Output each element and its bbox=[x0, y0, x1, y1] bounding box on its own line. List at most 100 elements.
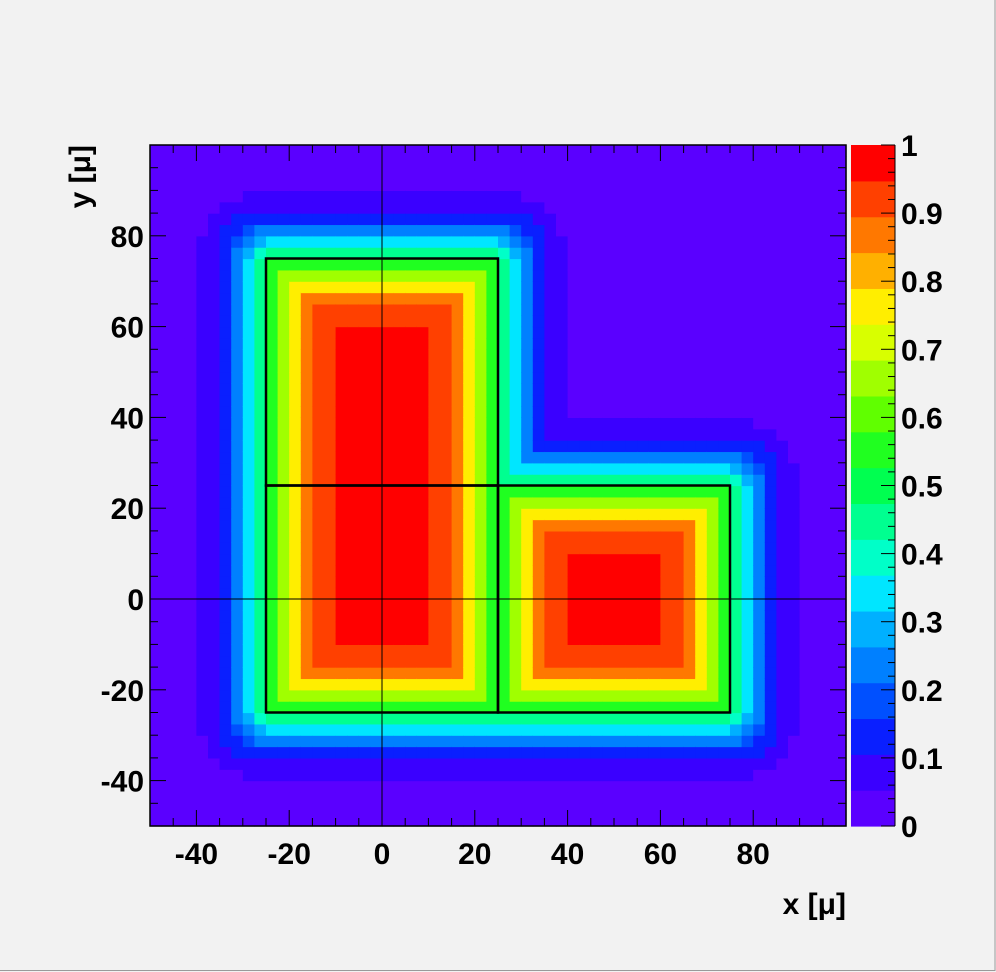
heatmap-cell bbox=[730, 349, 743, 362]
heatmap-cell bbox=[254, 678, 267, 691]
heatmap-cell bbox=[196, 326, 209, 339]
heatmap-cell bbox=[498, 633, 511, 645]
heatmap-cell bbox=[324, 599, 337, 611]
heatmap-cell bbox=[474, 746, 487, 759]
heatmap-cell bbox=[277, 440, 290, 453]
heatmap-cell bbox=[625, 145, 638, 157]
heatmap-cell bbox=[416, 213, 429, 226]
heatmap-cell bbox=[150, 224, 163, 237]
heatmap-cell bbox=[463, 326, 476, 339]
heatmap-cell bbox=[730, 224, 743, 237]
heatmap-cell bbox=[753, 599, 766, 611]
heatmap-cell bbox=[741, 337, 754, 350]
heatmap-cell bbox=[150, 769, 163, 782]
heatmap-cell bbox=[788, 145, 801, 157]
heatmap-cell bbox=[579, 462, 592, 475]
heatmap-cell bbox=[173, 190, 186, 203]
heatmap-cell bbox=[614, 213, 627, 226]
heatmap-cell bbox=[683, 235, 696, 248]
heatmap-cell bbox=[382, 508, 395, 521]
heatmap-cell bbox=[811, 508, 824, 521]
heatmap-cell bbox=[416, 360, 429, 373]
heatmap-cell bbox=[799, 201, 812, 214]
heatmap-cell bbox=[254, 803, 267, 816]
heatmap-cell bbox=[799, 383, 812, 396]
heatmap-cell bbox=[486, 655, 499, 668]
heatmap-cell bbox=[161, 337, 174, 350]
heatmap-cell bbox=[799, 349, 812, 362]
heatmap-cell bbox=[579, 349, 592, 362]
heatmap-cell bbox=[486, 803, 499, 816]
heatmap-cell bbox=[660, 156, 673, 169]
heatmap-cell bbox=[242, 145, 255, 157]
heatmap-cell bbox=[184, 633, 197, 645]
heatmap-cell bbox=[834, 269, 847, 282]
heatmap-cell bbox=[567, 633, 580, 645]
heatmap-cell bbox=[590, 213, 603, 226]
heatmap-cell bbox=[208, 394, 221, 407]
heatmap-cell bbox=[440, 167, 453, 180]
heatmap-cell bbox=[544, 791, 557, 804]
heatmap-cell bbox=[660, 769, 673, 782]
heatmap-cell bbox=[277, 462, 290, 475]
heatmap-cell bbox=[474, 428, 487, 441]
heatmap-cell bbox=[776, 780, 789, 793]
heatmap-cell bbox=[544, 712, 557, 725]
heatmap-cell bbox=[509, 496, 522, 509]
heatmap-cell bbox=[614, 337, 627, 350]
heatmap-cell bbox=[509, 803, 522, 816]
heatmap-cell bbox=[440, 723, 453, 736]
heatmap-cell bbox=[254, 701, 267, 714]
heatmap-cell bbox=[602, 508, 615, 521]
heatmap-cell bbox=[753, 235, 766, 248]
heatmap-cell bbox=[498, 780, 511, 793]
heatmap-cell bbox=[822, 201, 835, 214]
heatmap-cell bbox=[347, 689, 360, 702]
heatmap-cell bbox=[300, 769, 313, 782]
heatmap-cell bbox=[764, 655, 777, 668]
heatmap-cell bbox=[451, 712, 464, 725]
heatmap-cell bbox=[498, 564, 511, 577]
heatmap-cell bbox=[463, 564, 476, 577]
heatmap-cell bbox=[625, 633, 638, 645]
heatmap-cell bbox=[811, 701, 824, 714]
heatmap-cell bbox=[776, 247, 789, 260]
heatmap-cell bbox=[834, 372, 847, 384]
heatmap-cell bbox=[683, 655, 696, 668]
heatmap-cell bbox=[219, 564, 232, 577]
heatmap-cell bbox=[370, 814, 383, 827]
heatmap-cell bbox=[637, 474, 650, 487]
heatmap-cell bbox=[161, 224, 174, 237]
heatmap-cell bbox=[625, 519, 638, 532]
heatmap-cell bbox=[382, 383, 395, 396]
heatmap-cell bbox=[347, 701, 360, 714]
heatmap-cell bbox=[753, 667, 766, 680]
heatmap-cell bbox=[741, 564, 754, 577]
heatmap-cell bbox=[335, 235, 348, 248]
heatmap-cell bbox=[718, 145, 731, 157]
heatmap-cell bbox=[416, 462, 429, 475]
heatmap-cell bbox=[498, 269, 511, 282]
heatmap-cell bbox=[150, 735, 163, 748]
heatmap-cell bbox=[451, 530, 464, 543]
heatmap-cell bbox=[405, 247, 418, 260]
heatmap-cell bbox=[834, 553, 847, 566]
heatmap-cell bbox=[428, 360, 441, 373]
heatmap-cell bbox=[532, 542, 545, 555]
heatmap-cell bbox=[602, 485, 615, 498]
heatmap-cell bbox=[161, 678, 174, 691]
heatmap-cell bbox=[811, 723, 824, 736]
heatmap-cell bbox=[764, 508, 777, 521]
heatmap-cell bbox=[532, 621, 545, 634]
heatmap-cell bbox=[602, 201, 615, 214]
heatmap-cell bbox=[289, 372, 302, 384]
heatmap-cell bbox=[382, 292, 395, 305]
heatmap-cell bbox=[672, 508, 685, 521]
heatmap-cell bbox=[358, 599, 371, 611]
heatmap-cell bbox=[590, 689, 603, 702]
heatmap-cell bbox=[625, 712, 638, 725]
heatmap-cell bbox=[277, 780, 290, 793]
heatmap-cell bbox=[254, 213, 267, 226]
heatmap-cell bbox=[695, 508, 708, 521]
heatmap-cell bbox=[393, 780, 406, 793]
